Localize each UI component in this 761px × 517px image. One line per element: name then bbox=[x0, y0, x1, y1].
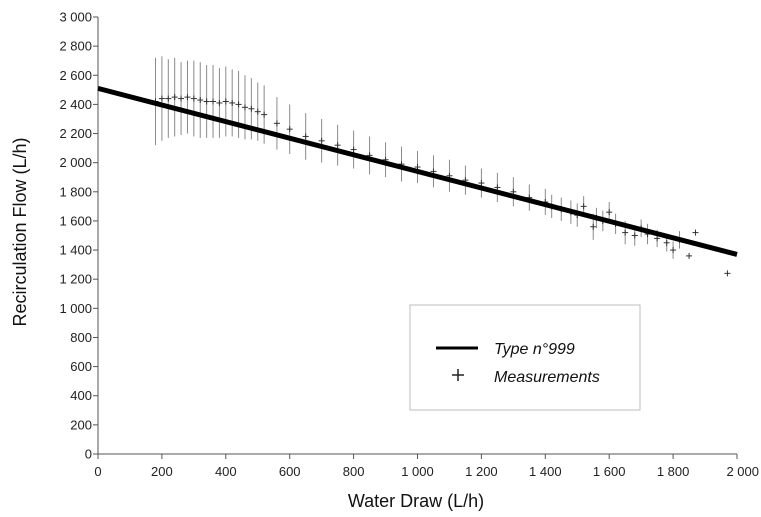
y-tick-label: 3 000 bbox=[59, 10, 92, 25]
measurement-point bbox=[229, 69, 236, 137]
measurements-series bbox=[152, 56, 731, 277]
y-tick-label: 400 bbox=[70, 388, 92, 403]
measurement-point bbox=[494, 172, 501, 202]
measurement-point bbox=[190, 60, 197, 137]
y-tick-label: 1 800 bbox=[59, 184, 92, 199]
x-tick-label: 2 000 bbox=[726, 464, 759, 479]
x-tick-label: 400 bbox=[215, 464, 237, 479]
legend-box bbox=[409, 304, 641, 411]
y-tick-label: 1 000 bbox=[59, 301, 92, 316]
measurement-point bbox=[261, 85, 268, 144]
x-tick-label: 600 bbox=[279, 464, 301, 479]
x-tick-label: 1 600 bbox=[593, 464, 626, 479]
measurement-point bbox=[366, 136, 373, 175]
x-tick-label: 1 200 bbox=[465, 464, 498, 479]
legend-plus-swatch bbox=[452, 369, 464, 381]
y-tick-label: 2 800 bbox=[59, 39, 92, 54]
measurement-point bbox=[692, 229, 699, 236]
measurement-point bbox=[724, 270, 731, 277]
measurement-point bbox=[686, 252, 693, 259]
x-tick-label: 1 400 bbox=[529, 464, 562, 479]
measurement-point bbox=[197, 62, 204, 138]
legend-label-model: Type n°999 bbox=[494, 341, 575, 358]
measurement-point bbox=[171, 57, 178, 137]
measurement-point bbox=[302, 113, 309, 160]
y-tick-label: 1 400 bbox=[59, 243, 92, 258]
measurement-point bbox=[222, 66, 229, 137]
x-tick-label: 800 bbox=[343, 464, 365, 479]
measurement-point bbox=[178, 62, 185, 135]
y-tick-label: 1 200 bbox=[59, 272, 92, 287]
measurement-point bbox=[462, 165, 469, 195]
x-axis-title: Water Draw (L/h) bbox=[348, 491, 484, 511]
measurement-point bbox=[478, 168, 485, 198]
measurement-point bbox=[158, 56, 165, 141]
x-tick-label: 1 800 bbox=[657, 464, 690, 479]
legend-label-measurements: Measurements bbox=[494, 369, 600, 386]
measurement-point bbox=[382, 142, 389, 178]
measurement-point bbox=[334, 124, 341, 166]
measurement-point bbox=[350, 130, 357, 169]
y-tick-label: 800 bbox=[70, 330, 92, 345]
y-tick-label: 1 600 bbox=[59, 213, 92, 228]
y-axis-title: Recirculation Flow (L/h) bbox=[10, 137, 30, 326]
measurement-point bbox=[184, 60, 191, 134]
measurement-point bbox=[510, 177, 517, 207]
y-tick-label: 0 bbox=[85, 447, 92, 462]
y-axis: 0 200 400 600 800 1 000 1 200 1 400 1 600 1 800 2 … bbox=[59, 10, 98, 462]
model-line-series bbox=[97, 85, 738, 257]
measurement-point bbox=[670, 241, 677, 259]
y-tick-label: 2 400 bbox=[59, 97, 92, 112]
measurement-point bbox=[286, 104, 293, 154]
measurement-point bbox=[273, 97, 280, 150]
y-tick-label: 2 000 bbox=[59, 155, 92, 170]
y-tick-label: 2 200 bbox=[59, 126, 92, 141]
measurement-point bbox=[398, 146, 405, 182]
measurement-point bbox=[430, 155, 437, 188]
x-tick-label: 200 bbox=[151, 464, 173, 479]
measurement-point bbox=[241, 75, 248, 140]
x-tick-label: 0 bbox=[94, 464, 101, 479]
measurement-point bbox=[203, 65, 210, 138]
x-axis: 0 200 400 600 800 1 000 1 200 1 400 1 600 1 800 2 … bbox=[94, 454, 759, 479]
measurement-point bbox=[165, 59, 172, 138]
x-tick-label: 1 000 bbox=[401, 464, 434, 479]
measurement-point bbox=[210, 65, 217, 138]
model-line bbox=[97, 85, 738, 257]
legend: Type n°999 Measurements bbox=[409, 304, 641, 411]
measurement-point bbox=[414, 151, 421, 184]
measurement-point bbox=[216, 67, 223, 138]
y-tick-label: 600 bbox=[70, 359, 92, 374]
measurement-point bbox=[318, 118, 325, 163]
measurement-point bbox=[446, 159, 453, 192]
y-tick-label: 200 bbox=[70, 417, 92, 432]
y-tick-label: 2 600 bbox=[59, 68, 92, 83]
